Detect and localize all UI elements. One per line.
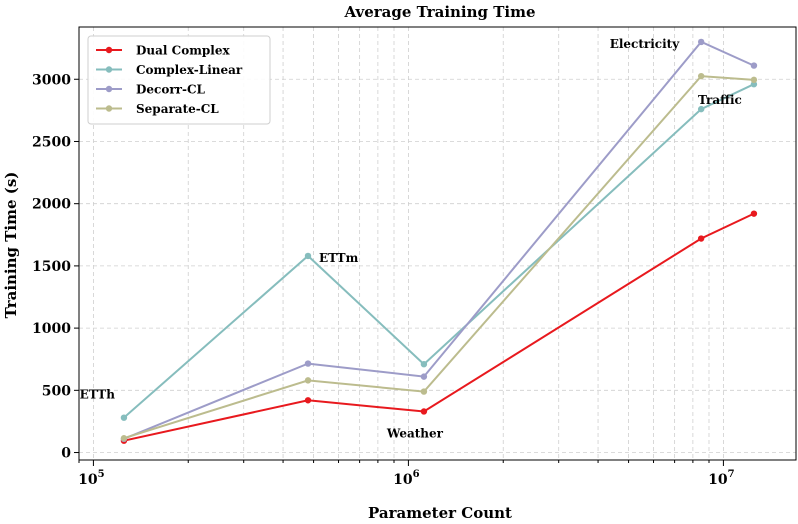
data-point-complex-linear [697, 105, 705, 113]
axis-ticks: 0 500 1000 1500 2000 2500 3000 105 106 107 [32, 72, 735, 488]
y-tick-label: 500 [42, 383, 71, 399]
y-tick-label: 0 [61, 446, 71, 462]
point-annotations: ETTh ETTm Weather Electricity Traffic [80, 37, 742, 441]
data-point-complex-linear [420, 360, 428, 368]
data-point-dual-complex [750, 210, 758, 217]
legend-label-separate-cl: Separate-CL [136, 102, 219, 116]
chart-title: Average Training Time [343, 3, 535, 21]
data-point-dual-complex [304, 397, 312, 404]
data-point-dual-complex [697, 235, 705, 242]
data-point-decorr-cl [697, 38, 705, 46]
y-axis-label: Training Time (s) [2, 172, 20, 319]
annotation-electricity: Electricity [610, 37, 680, 51]
series-line-dual-complex [123, 212, 755, 442]
legend-marker-dual-complex [105, 46, 113, 54]
data-point-separate-cl [420, 388, 428, 395]
legend-label-decorr-cl: Decorr-CL [136, 83, 206, 97]
legend-box [87, 35, 271, 125]
data-point-separate-cl [304, 377, 312, 384]
legend-marker-separate-cl [105, 105, 113, 112]
x-tick-label: 107 [708, 469, 734, 488]
y-tick-label: 2500 [32, 134, 71, 150]
series-lines [120, 38, 758, 444]
plot-frame [78, 26, 797, 461]
legend-label-complex-linear: Complex-Linear [136, 63, 243, 77]
data-point-complex-linear [120, 414, 128, 421]
x-tick-label: 105 [78, 469, 104, 488]
data-point-dual-complex [420, 408, 428, 415]
series-line-separate-cl [123, 75, 754, 440]
data-point-separate-cl [697, 72, 705, 80]
annotation-etth: ETTh [80, 388, 116, 402]
data-point-decorr-cl [304, 360, 312, 367]
legend-label-dual-complex: Dual Complex [136, 44, 230, 58]
data-point-decorr-cl [420, 373, 428, 380]
y-tick-label: 1000 [32, 321, 71, 337]
y-tick-label: 2000 [32, 197, 71, 213]
annotation-traffic: Traffic [698, 93, 742, 107]
legend: Dual Complex Complex-Linear Decorr-CL Separ… [87, 35, 271, 125]
series-line-complex-linear [123, 83, 755, 419]
data-point-separate-cl [750, 76, 758, 84]
data-point-complex-linear [304, 252, 312, 260]
x-axis-label: Parameter Count [368, 504, 512, 522]
data-point-decorr-cl [750, 62, 758, 69]
data-point-separate-cl [120, 435, 128, 442]
annotation-ettm: ETTm [319, 251, 359, 265]
x-tick-label: 106 [393, 469, 419, 488]
legend-marker-complex-linear [105, 66, 113, 73]
legend-marker-decorr-cl [105, 85, 113, 93]
y-tick-label: 3000 [32, 72, 71, 88]
annotation-weather: Weather [386, 426, 444, 440]
y-tick-label: 1500 [32, 259, 71, 275]
